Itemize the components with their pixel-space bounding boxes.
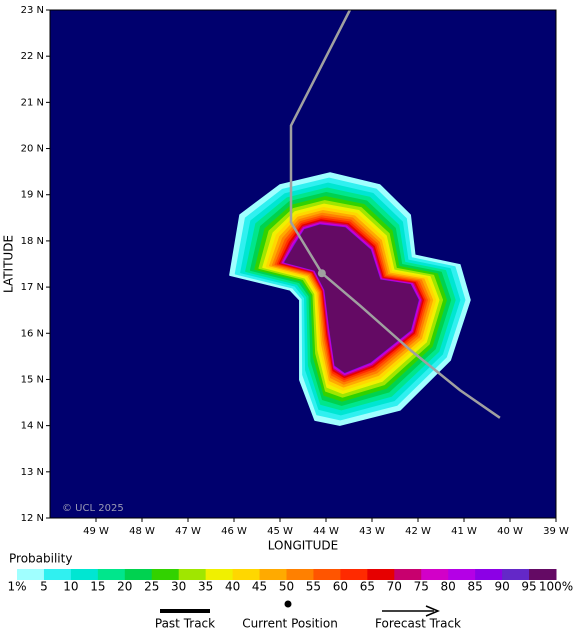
plot-frame	[49, 9, 557, 519]
x-tick-label: 48 W	[129, 526, 155, 537]
colorbar-bin	[43, 569, 72, 580]
colorbar-bin	[97, 569, 126, 580]
legend-label: Past Track	[155, 617, 215, 631]
x-axis-label: LONGITUDE	[268, 539, 338, 553]
copyright: © UCL 2025	[62, 503, 124, 514]
x-tick-label: 40 W	[497, 526, 523, 537]
colorbar-label: 15	[90, 580, 105, 594]
colorbar-label: 50	[279, 580, 294, 594]
y-tick-label: 16 N	[21, 328, 44, 339]
storm-track	[289, 9, 501, 419]
colorbar-label: 90	[494, 580, 509, 594]
colorbar-label: 75	[414, 580, 429, 594]
colorbar-label: 25	[144, 580, 159, 594]
colorbar-bin	[502, 569, 530, 580]
colorbar-title: Probability	[9, 552, 72, 566]
current-position-icon	[284, 600, 292, 608]
y-tick-label: 17 N	[21, 282, 44, 293]
colorbar-bin	[124, 569, 153, 580]
colorbar-label: 80	[441, 580, 456, 594]
colorbar-bin	[151, 569, 180, 580]
legend-label: Forecast Track	[375, 617, 461, 631]
y-tick-label: 12 N	[21, 513, 44, 524]
colorbar-bin	[421, 569, 449, 580]
colorbar-label: 20	[117, 580, 132, 594]
colorbar-label: 70	[387, 580, 402, 594]
y-tick-label: 15 N	[21, 374, 44, 385]
colorbar-bin	[313, 569, 341, 580]
colorbar-label: 10	[63, 580, 78, 594]
colorbar-bin	[340, 569, 368, 580]
colorbar-bin	[17, 569, 45, 580]
colorbar-bin	[286, 569, 314, 580]
x-tick-label: 39 W	[543, 526, 569, 537]
colorbar-bin	[205, 569, 234, 580]
colorbar-label: 35	[198, 580, 213, 594]
colorbar-bin	[259, 569, 287, 580]
y-tick-label: 13 N	[21, 467, 44, 478]
colorbar-bin	[232, 569, 261, 580]
colorbar-label: 45	[252, 580, 267, 594]
colorbar-bin	[178, 569, 207, 580]
colorbar-bin	[394, 569, 422, 580]
colorbar-label: 1%	[7, 580, 26, 594]
y-tick-label: 21 N	[21, 97, 44, 108]
x-tick-label: 46 W	[221, 526, 247, 537]
current-position	[317, 269, 326, 278]
colorbar-bin	[70, 569, 99, 580]
x-tick-label: 42 W	[405, 526, 431, 537]
y-tick-label: 14 N	[21, 421, 44, 432]
colorbar-label: 30	[171, 580, 186, 594]
colorbar-label: 60	[333, 580, 348, 594]
legend-label: Current Position	[242, 617, 338, 631]
x-tick-label: 45 W	[267, 526, 293, 537]
colorbar-bin	[448, 569, 476, 580]
colorbar-label: 85	[468, 580, 483, 594]
y-tick-label: 18 N	[21, 236, 44, 247]
x-tick-label: 47 W	[175, 526, 201, 537]
forecast-arrow-head	[425, 605, 440, 617]
x-tick-label: 41 W	[451, 526, 477, 537]
y-tick-label: 19 N	[21, 190, 44, 201]
colorbar-bin	[529, 569, 557, 580]
colorbar-label: 5	[40, 580, 48, 594]
y-tick-label: 20 N	[21, 144, 44, 155]
colorbar-bin	[475, 569, 503, 580]
x-tick-label: 44 W	[313, 526, 339, 537]
x-tick-label: 43 W	[359, 526, 385, 537]
colorbar-label: 95	[521, 580, 536, 594]
colorbar-label: 55	[306, 580, 321, 594]
x-tick-label: 49 W	[83, 526, 109, 537]
y-axis-label: LATITUDE	[2, 235, 16, 293]
colorbar-label: 100%	[539, 580, 573, 594]
colorbar-label: 40	[225, 580, 240, 594]
colorbar-label: 65	[360, 580, 375, 594]
colorbar-bin	[367, 569, 395, 580]
y-tick-label: 23 N	[21, 5, 44, 16]
y-tick-label: 22 N	[21, 51, 44, 62]
